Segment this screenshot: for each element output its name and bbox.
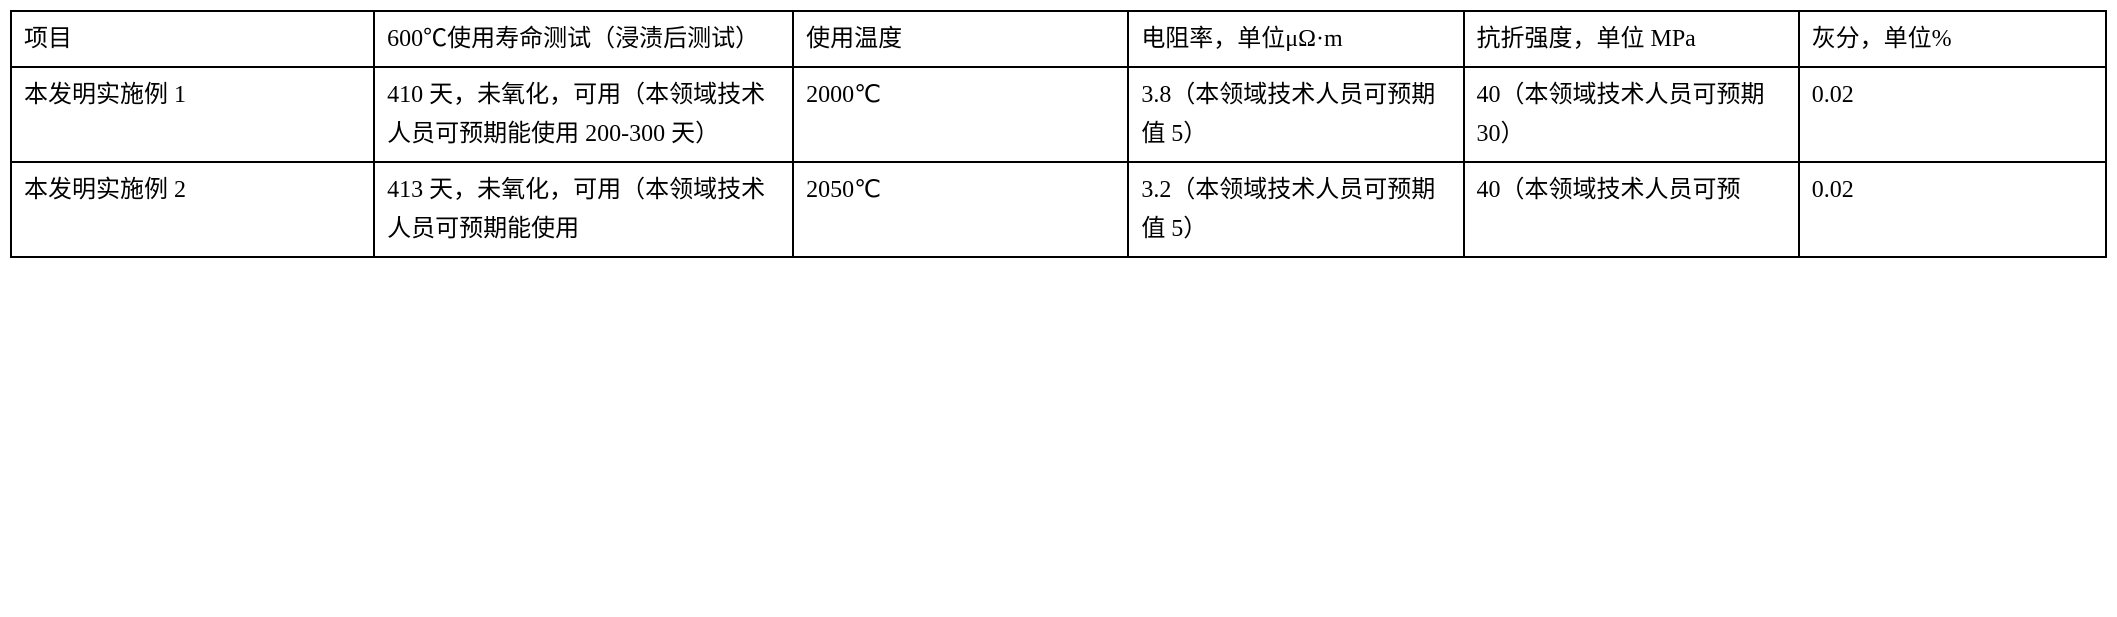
cell-strength: 40（本领域技术人员可预期 30）: [1464, 67, 1799, 162]
table-row: 本发明实施例 2 413 天，未氧化，可用（本领域技术人员可预期能使用 2050…: [11, 162, 2106, 257]
cell-ash: 0.02: [1799, 162, 2106, 257]
table-header-row: 项目 600℃使用寿命测试（浸渍后测试） 使用温度 电阻率，单位μΩ·m 抗折强…: [11, 11, 2106, 67]
cell-resistivity: 3.2（本领域技术人员可预期值 5）: [1128, 162, 1463, 257]
cell-temperature: 2050℃: [793, 162, 1128, 257]
header-cell-strength: 抗折强度，单位 MPa: [1464, 11, 1799, 67]
cell-project: 本发明实施例 1: [11, 67, 374, 162]
cell-temperature: 2000℃: [793, 67, 1128, 162]
header-cell-temperature: 使用温度: [793, 11, 1128, 67]
header-cell-project: 项目: [11, 11, 374, 67]
cell-strength: 40（本领域技术人员可预: [1464, 162, 1799, 257]
cell-resistivity: 3.8（本领域技术人员可预期值 5）: [1128, 67, 1463, 162]
header-cell-lifetime: 600℃使用寿命测试（浸渍后测试）: [374, 11, 793, 67]
cell-lifetime: 413 天，未氧化，可用（本领域技术人员可预期能使用: [374, 162, 793, 257]
header-cell-ash: 灰分，单位%: [1799, 11, 2106, 67]
header-cell-resistivity: 电阻率，单位μΩ·m: [1128, 11, 1463, 67]
cell-ash: 0.02: [1799, 67, 2106, 162]
cell-lifetime: 410 天，未氧化，可用（本领域技术人员可预期能使用 200-300 天）: [374, 67, 793, 162]
data-table: 项目 600℃使用寿命测试（浸渍后测试） 使用温度 电阻率，单位μΩ·m 抗折强…: [10, 10, 2107, 258]
table-row: 本发明实施例 1 410 天，未氧化，可用（本领域技术人员可预期能使用 200-…: [11, 67, 2106, 162]
cell-project: 本发明实施例 2: [11, 162, 374, 257]
